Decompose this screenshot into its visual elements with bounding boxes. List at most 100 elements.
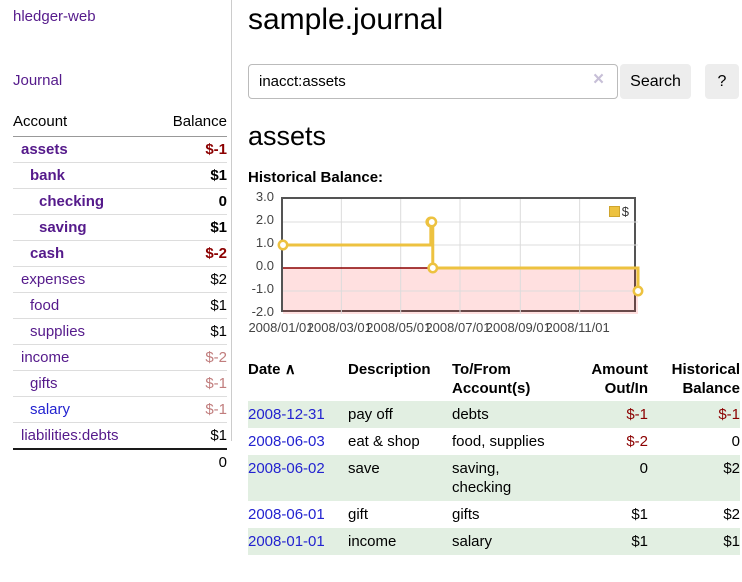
account-balance: $1 — [154, 422, 227, 449]
main-content: sample.journal × Search ? assets Histori… — [248, 0, 740, 555]
x-axis-tick-label: 2008/09/01 — [485, 320, 551, 335]
register-row: 2008-06-02 save saving, checking 0 $2 — [248, 455, 740, 501]
account-row: cash $-2 — [13, 240, 227, 267]
account-link-assets[interactable]: assets — [21, 141, 68, 158]
x-axis-tick-label: 2008/11/01 — [545, 320, 610, 335]
register-row: 2008-06-03 eat & shop food, supplies $-2… — [248, 428, 740, 455]
transaction-date-link[interactable]: 2008-06-01 — [248, 506, 325, 523]
account-row: bank $1 — [13, 162, 227, 189]
search-input[interactable] — [248, 64, 618, 99]
app-title-link[interactable]: hledger-web — [13, 8, 96, 25]
transaction-balance: $-1 — [718, 406, 740, 423]
transaction-date-link[interactable]: 2008-06-03 — [248, 433, 325, 450]
transaction-date-link[interactable]: 2008-12-31 — [248, 406, 325, 423]
y-axis-tick-label: 0.0 — [255, 258, 274, 273]
historical-balance-chart: $ 3.0 2.0 1.0 0.0 -1.0 -2.0 2008/01/01 2008/03/… — [248, 189, 668, 339]
register-header-date[interactable]: Date ∧ — [248, 361, 296, 378]
transaction-accounts: salary — [452, 533, 493, 550]
search-button[interactable]: Search — [620, 64, 691, 99]
account-link-cash[interactable]: cash — [30, 245, 65, 262]
account-link-bank[interactable]: bank — [30, 167, 66, 184]
account-balance: 0 — [154, 188, 227, 215]
account-row: gifts $-1 — [13, 370, 227, 397]
x-axis-tick-label: 2008/01/01 — [248, 320, 314, 335]
register-row: 2008-12-31 pay off debts $-1 $-1 — [248, 401, 740, 428]
transaction-date-link[interactable]: 2008-01-01 — [248, 533, 325, 550]
clear-search-icon[interactable]: × — [593, 69, 605, 90]
accounts-total-row: 0 — [13, 448, 227, 475]
y-axis-tick-label: 1.0 — [255, 235, 274, 250]
sidebar-item-journal[interactable]: Journal — [13, 72, 63, 89]
register-header-balance: Historical Balance — [671, 361, 740, 397]
account-balance: $1 — [154, 318, 227, 345]
register-row: 2008-06-01 gift gifts $1 $2 — [248, 501, 740, 528]
account-row: saving $1 — [13, 214, 227, 241]
transaction-amount: $1 — [631, 533, 648, 550]
transaction-description: eat & shop — [348, 433, 420, 450]
chart-legend: $ — [608, 204, 629, 219]
transaction-accounts: gifts — [452, 506, 480, 523]
account-row: expenses $2 — [13, 266, 227, 293]
transaction-balance: 0 — [731, 433, 740, 450]
page-title: sample.journal — [248, 3, 444, 36]
accounts-table: Account Balance assets $-1 bank $1 check… — [13, 109, 227, 475]
transaction-description: gift — [348, 506, 369, 523]
account-link-checking[interactable]: checking — [39, 193, 105, 210]
account-balance: $2 — [154, 266, 227, 293]
transaction-date-link[interactable]: 2008-06-02 — [248, 460, 325, 477]
legend-label: $ — [621, 204, 629, 219]
account-link-income[interactable]: income — [21, 349, 70, 366]
account-heading: assets — [248, 121, 327, 151]
transaction-balance: $2 — [723, 506, 740, 523]
account-balance: $-1 — [154, 396, 227, 423]
transaction-balance: $2 — [723, 460, 740, 477]
transaction-description: pay off — [348, 406, 393, 423]
account-balance: $-2 — [154, 240, 227, 267]
sidebar: hledger-web Journal Account Balance asse… — [0, 0, 232, 475]
balance-line-chart — [277, 199, 644, 314]
account-link-saving[interactable]: saving — [39, 219, 87, 236]
register-row: 2008-01-01 income salary $1 $1 — [248, 528, 740, 555]
register-header-amount: Amount Out/In — [591, 361, 648, 397]
transaction-accounts: food, supplies — [452, 433, 545, 450]
y-axis-tick-label: -1.0 — [251, 281, 274, 296]
search-form: × Search ? — [248, 64, 740, 99]
register-table: Date ∧ Description To/From Account(s) Am… — [248, 357, 740, 555]
x-axis-tick-label: 2008/05/01 — [366, 320, 432, 335]
account-link-liabilities-debts[interactable]: liabilities:debts — [21, 427, 119, 444]
account-link-salary[interactable]: salary — [30, 401, 71, 418]
account-link-gifts[interactable]: gifts — [30, 375, 58, 392]
plot-area: $ — [277, 197, 644, 314]
account-row: salary $-1 — [13, 396, 227, 423]
x-axis-tick-label: 2008/03/01 — [306, 320, 372, 335]
account-balance: $1 — [154, 162, 227, 189]
transaction-amount: 0 — [639, 460, 648, 477]
x-axis-tick-label: 2008/07/01 — [425, 320, 491, 335]
account-row: food $1 — [13, 292, 227, 319]
help-button[interactable]: ? — [705, 64, 739, 99]
account-row: checking 0 — [13, 188, 227, 215]
account-row: income $-2 — [13, 344, 227, 371]
chart-heading: Historical Balance: — [248, 169, 384, 186]
sort-ascending-icon: ∧ — [284, 361, 296, 378]
account-link-expenses[interactable]: expenses — [21, 271, 86, 288]
transaction-accounts: debts — [452, 406, 489, 423]
account-balance: $1 — [154, 292, 227, 319]
y-axis-tick-label: 2.0 — [255, 212, 274, 227]
account-balance: $-1 — [205, 141, 227, 158]
account-balance: $-2 — [154, 344, 227, 371]
transaction-amount: $1 — [631, 506, 648, 523]
transaction-balance: $1 — [723, 533, 740, 550]
account-link-food[interactable]: food — [30, 297, 60, 314]
transaction-description: save — [348, 460, 380, 477]
account-link-supplies[interactable]: supplies — [30, 323, 86, 340]
y-axis-tick-label: -2.0 — [251, 304, 274, 319]
account-balance: $-1 — [154, 370, 227, 397]
account-balance: $1 — [154, 214, 227, 241]
transaction-amount: $-2 — [626, 433, 648, 450]
transaction-description: income — [348, 533, 397, 550]
register-header-accounts: To/From Account(s) — [452, 361, 531, 397]
register-header-description: Description — [348, 361, 431, 378]
accounts-header-balance: Balance — [154, 109, 227, 137]
accounts-header-account: Account — [13, 109, 155, 137]
